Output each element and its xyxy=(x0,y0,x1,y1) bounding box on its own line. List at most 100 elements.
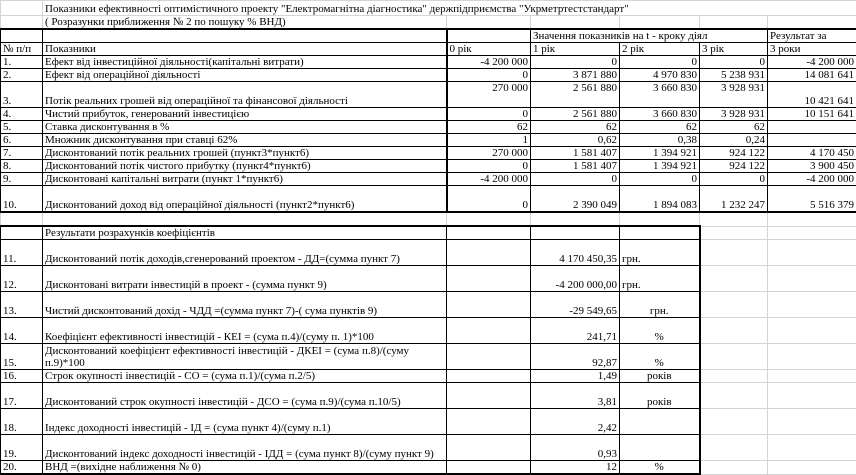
result-label[interactable]: Дисконтовані витрати інвестицій в проект… xyxy=(43,266,447,292)
cell[interactable] xyxy=(531,226,620,240)
row-number[interactable]: 11. xyxy=(1,240,43,266)
result-value[interactable]: 2,42 xyxy=(531,409,620,435)
value-cell[interactable]: 62 xyxy=(620,121,700,134)
row-number[interactable]: 20. xyxy=(1,461,43,475)
value-cell[interactable] xyxy=(768,121,856,134)
cell[interactable] xyxy=(447,318,531,344)
result-unit[interactable]: % xyxy=(620,461,700,475)
row-number[interactable]: 2. xyxy=(1,69,43,82)
row-number[interactable]: 8. xyxy=(1,160,43,173)
row-number[interactable]: 1. xyxy=(1,56,43,69)
value-cell[interactable]: 270 000 xyxy=(447,147,531,160)
year-header[interactable]: 2 рік xyxy=(620,43,700,56)
row-label[interactable]: Потік реальних грошей від операційної та… xyxy=(43,82,447,108)
value-cell[interactable]: 0 xyxy=(620,173,700,186)
cell[interactable] xyxy=(768,226,856,240)
value-cell[interactable]: -4 200 000 xyxy=(447,56,531,69)
row-number[interactable]: 19. xyxy=(1,435,43,461)
cell[interactable] xyxy=(447,383,531,409)
cell[interactable] xyxy=(768,409,856,435)
result-value[interactable]: 3,81 xyxy=(531,383,620,409)
cell[interactable] xyxy=(700,240,768,266)
value-cell[interactable]: 3 871 880 xyxy=(531,69,620,82)
year-header[interactable]: 0 рік xyxy=(447,43,531,56)
row-number[interactable]: 15. xyxy=(1,344,43,370)
value-cell[interactable]: 0 xyxy=(447,160,531,173)
sheet-title[interactable]: Показники ефективності оптимістичного пр… xyxy=(43,1,856,16)
cell[interactable] xyxy=(700,212,768,226)
value-cell[interactable]: 5 238 931 xyxy=(700,69,768,82)
value-cell[interactable]: 270 000 xyxy=(447,82,531,108)
value-cell[interactable]: 4 170 450 xyxy=(768,147,856,160)
value-cell[interactable]: 0,24 xyxy=(700,134,768,147)
result-value[interactable]: 12 xyxy=(531,461,620,475)
sheet-subtitle[interactable]: ( Розразунки приближення № 2 по пошуку %… xyxy=(43,16,447,30)
cell[interactable] xyxy=(447,266,531,292)
cell[interactable] xyxy=(700,318,768,344)
value-cell[interactable]: 0 xyxy=(531,56,620,69)
value-cell[interactable]: 5 516 379 xyxy=(768,186,856,213)
cell[interactable] xyxy=(447,370,531,383)
cell[interactable] xyxy=(447,226,531,240)
value-cell[interactable]: 14 081 641 xyxy=(768,69,856,82)
cell[interactable] xyxy=(700,435,768,461)
result-unit[interactable]: грн. xyxy=(620,266,700,292)
cell[interactable] xyxy=(768,435,856,461)
value-cell[interactable]: 924 122 xyxy=(700,160,768,173)
row-number[interactable]: 14. xyxy=(1,318,43,344)
value-cell[interactable]: 0 xyxy=(620,56,700,69)
value-cell[interactable]: 0 xyxy=(700,56,768,69)
row-number[interactable]: 17. xyxy=(1,383,43,409)
cell[interactable] xyxy=(700,226,768,240)
result-value[interactable]: -4 200 000,00 xyxy=(531,266,620,292)
cell[interactable] xyxy=(447,292,531,318)
result-value[interactable]: -29 549,65 xyxy=(531,292,620,318)
result-label[interactable]: Коефіцієнт ефективності інвестицій - КЕІ… xyxy=(43,318,447,344)
value-cell[interactable] xyxy=(768,134,856,147)
cell[interactable] xyxy=(531,212,620,226)
cell[interactable] xyxy=(447,435,531,461)
cell[interactable] xyxy=(1,226,43,240)
cell[interactable] xyxy=(700,344,768,370)
result-label[interactable]: Індекс доходності інвестицій - ІД = (сум… xyxy=(43,409,447,435)
row-label[interactable]: Ефект від інвестиційної діяльності(капіт… xyxy=(43,56,447,69)
cell[interactable] xyxy=(700,461,768,475)
row-label[interactable]: Дисконтований потік реальних грошей (пун… xyxy=(43,147,447,160)
value-cell[interactable]: 0 xyxy=(447,108,531,121)
row-label[interactable]: Чистий прибуток, генерований інвестицією xyxy=(43,108,447,121)
result-unit[interactable]: років xyxy=(620,370,700,383)
cell[interactable] xyxy=(1,212,43,226)
value-cell[interactable]: -4 200 000 xyxy=(447,173,531,186)
value-cell[interactable]: 10 151 641 xyxy=(768,108,856,121)
value-cell[interactable]: 1 894 083 xyxy=(620,186,700,213)
cell[interactable] xyxy=(768,292,856,318)
result-label[interactable]: Чистий дисконтований дохід - ЧДД =(сумма… xyxy=(43,292,447,318)
row-number[interactable]: 6. xyxy=(1,134,43,147)
cell[interactable] xyxy=(447,409,531,435)
row-number[interactable]: 10. xyxy=(1,186,43,213)
cell[interactable] xyxy=(43,212,447,226)
value-cell[interactable]: -4 200 000 xyxy=(768,173,856,186)
value-cell[interactable]: 62 xyxy=(700,121,768,134)
value-cell[interactable]: 3 660 830 xyxy=(620,108,700,121)
value-cell[interactable]: 3 660 830 xyxy=(620,82,700,108)
result-unit[interactable] xyxy=(620,435,700,461)
cell[interactable] xyxy=(768,212,856,226)
value-cell[interactable]: 1 581 407 xyxy=(531,147,620,160)
cell[interactable] xyxy=(768,461,856,475)
result-label[interactable]: Дисконтований індекс доходності інвестиц… xyxy=(43,435,447,461)
values-group-header[interactable]: Значення показників на t - кроку діял xyxy=(531,29,768,43)
result-label[interactable]: Дисконтований коефіцієнт ефективності ін… xyxy=(43,344,447,370)
value-cell[interactable]: 0,38 xyxy=(620,134,700,147)
num-header[interactable]: № п/п xyxy=(1,43,43,56)
row-number[interactable]: 18. xyxy=(1,409,43,435)
row-number[interactable]: 16. xyxy=(1,370,43,383)
result-unit[interactable]: % xyxy=(620,318,700,344)
value-cell[interactable]: 3 928 931 xyxy=(700,82,768,108)
result-unit[interactable]: років xyxy=(620,383,700,409)
cell[interactable] xyxy=(1,16,43,30)
value-cell[interactable]: 2 390 049 xyxy=(531,186,620,213)
row-label[interactable]: Дисконтований потік чистого прибутку (пу… xyxy=(43,160,447,173)
result-value[interactable]: 241,71 xyxy=(531,318,620,344)
result-header-bottom[interactable]: 3 роки xyxy=(768,43,856,56)
